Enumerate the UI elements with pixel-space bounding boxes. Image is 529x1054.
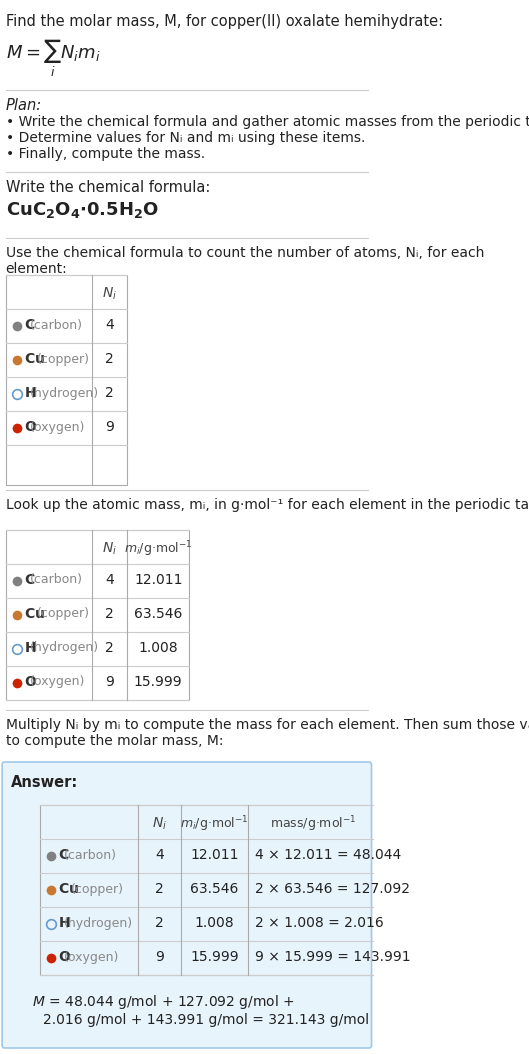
Text: Look up the atomic mass, mᵢ, in g·mol⁻¹ for each element in the periodic table:: Look up the atomic mass, mᵢ, in g·mol⁻¹ …: [6, 497, 529, 512]
Text: (hydrogen): (hydrogen): [30, 642, 99, 655]
Text: (oxygen): (oxygen): [30, 421, 85, 433]
Text: (copper): (copper): [37, 607, 90, 621]
Text: 2.016 g/mol + 143.991 g/mol = 321.143 g/mol: 2.016 g/mol + 143.991 g/mol = 321.143 g/…: [43, 1013, 369, 1027]
Text: 2: 2: [105, 607, 114, 621]
Text: 9: 9: [105, 675, 114, 689]
Text: mass/g·mol$^{-1}$: mass/g·mol$^{-1}$: [270, 814, 357, 834]
Text: (copper): (copper): [71, 882, 124, 896]
Text: 2 × 63.546 = 127.092: 2 × 63.546 = 127.092: [255, 882, 410, 896]
Bar: [40, 805, 379, 975]
Text: 15.999: 15.999: [190, 950, 239, 964]
Text: $\bf{Cu}$: $\bf{Cu}$: [24, 352, 45, 366]
Text: • Determine values for Nᵢ and mᵢ using these items.: • Determine values for Nᵢ and mᵢ using t…: [6, 131, 365, 145]
Text: 9 × 15.999 = 143.991: 9 × 15.999 = 143.991: [255, 950, 411, 964]
Text: Plan:: Plan:: [6, 98, 42, 113]
Text: Write the chemical formula:: Write the chemical formula:: [6, 180, 210, 195]
Text: (copper): (copper): [37, 352, 90, 366]
Text: 12.011: 12.011: [134, 573, 183, 587]
Text: (hydrogen): (hydrogen): [30, 387, 99, 399]
Text: $\bf{C}$: $\bf{C}$: [58, 848, 69, 862]
Text: $m_i$/g·mol$^{-1}$: $m_i$/g·mol$^{-1}$: [180, 814, 249, 834]
Text: $\bf{O}$: $\bf{O}$: [58, 950, 71, 964]
Text: (carbon): (carbon): [63, 848, 116, 861]
Text: 4 × 12.011 = 48.044: 4 × 12.011 = 48.044: [255, 848, 401, 862]
Text: 2: 2: [105, 352, 114, 366]
Text: (carbon): (carbon): [30, 318, 83, 332]
Text: • Write the chemical formula and gather atomic masses from the periodic table.: • Write the chemical formula and gather …: [6, 115, 529, 129]
Text: $N_i$: $N_i$: [102, 541, 117, 558]
FancyBboxPatch shape: [2, 762, 371, 1048]
Text: $\bf{C}$: $\bf{C}$: [24, 318, 35, 332]
Text: $m_i$/g·mol$^{-1}$: $m_i$/g·mol$^{-1}$: [124, 540, 193, 559]
Text: 9: 9: [155, 950, 164, 964]
Text: $M = \sum_i N_i m_i$: $M = \sum_i N_i m_i$: [6, 38, 100, 79]
Text: Answer:: Answer:: [11, 775, 78, 790]
Text: 2: 2: [105, 386, 114, 401]
Text: $\bf{Cu}$: $\bf{Cu}$: [24, 607, 45, 621]
Text: $\bf{O}$: $\bf{O}$: [24, 675, 37, 689]
Text: $\bf{H}$: $\bf{H}$: [24, 386, 37, 401]
Text: $\bf{H}$: $\bf{H}$: [24, 641, 37, 655]
Text: $M$ = 48.044 g/mol + 127.092 g/mol +: $M$ = 48.044 g/mol + 127.092 g/mol +: [32, 993, 295, 1011]
Text: $\bf{C}$: $\bf{C}$: [24, 573, 35, 587]
Text: 1.008: 1.008: [195, 916, 234, 930]
Text: $N_i$: $N_i$: [152, 816, 167, 833]
Text: 4: 4: [105, 573, 114, 587]
Text: 9: 9: [105, 419, 114, 434]
Text: (oxygen): (oxygen): [63, 951, 119, 963]
Text: 1.008: 1.008: [139, 641, 178, 655]
Text: (carbon): (carbon): [30, 573, 83, 586]
Bar: [6, 530, 189, 700]
Text: • Finally, compute the mass.: • Finally, compute the mass.: [6, 147, 205, 161]
Text: 12.011: 12.011: [190, 848, 239, 862]
Text: Multiply Nᵢ by mᵢ to compute the mass for each element. Then sum those values
to: Multiply Nᵢ by mᵢ to compute the mass fo…: [6, 718, 529, 748]
Text: 2: 2: [155, 882, 164, 896]
Text: 2: 2: [155, 916, 164, 930]
Text: 2 × 1.008 = 2.016: 2 × 1.008 = 2.016: [255, 916, 384, 930]
Text: 63.546: 63.546: [190, 882, 239, 896]
Text: 15.999: 15.999: [134, 675, 183, 689]
Text: $\bf{Cu}$: $\bf{Cu}$: [58, 882, 79, 896]
Text: Find the molar mass, M, for copper(II) oxalate hemihydrate:: Find the molar mass, M, for copper(II) o…: [6, 14, 443, 30]
Text: $N_i$: $N_i$: [102, 286, 117, 302]
Text: $\bf{O}$: $\bf{O}$: [24, 419, 37, 434]
Text: 4: 4: [155, 848, 164, 862]
Text: (oxygen): (oxygen): [30, 676, 85, 688]
Text: 4: 4: [105, 318, 114, 332]
Text: $\mathbf{CuC_2O_4{\cdot}0.5H_2O}$: $\mathbf{CuC_2O_4{\cdot}0.5H_2O}$: [6, 200, 159, 220]
Text: (hydrogen): (hydrogen): [63, 917, 133, 930]
Text: 63.546: 63.546: [134, 607, 183, 621]
Text: $\bf{H}$: $\bf{H}$: [58, 916, 70, 930]
Text: 2: 2: [105, 641, 114, 655]
Text: Use the chemical formula to count the number of atoms, Nᵢ, for each element:: Use the chemical formula to count the nu…: [6, 246, 484, 276]
Bar: [6, 275, 127, 485]
